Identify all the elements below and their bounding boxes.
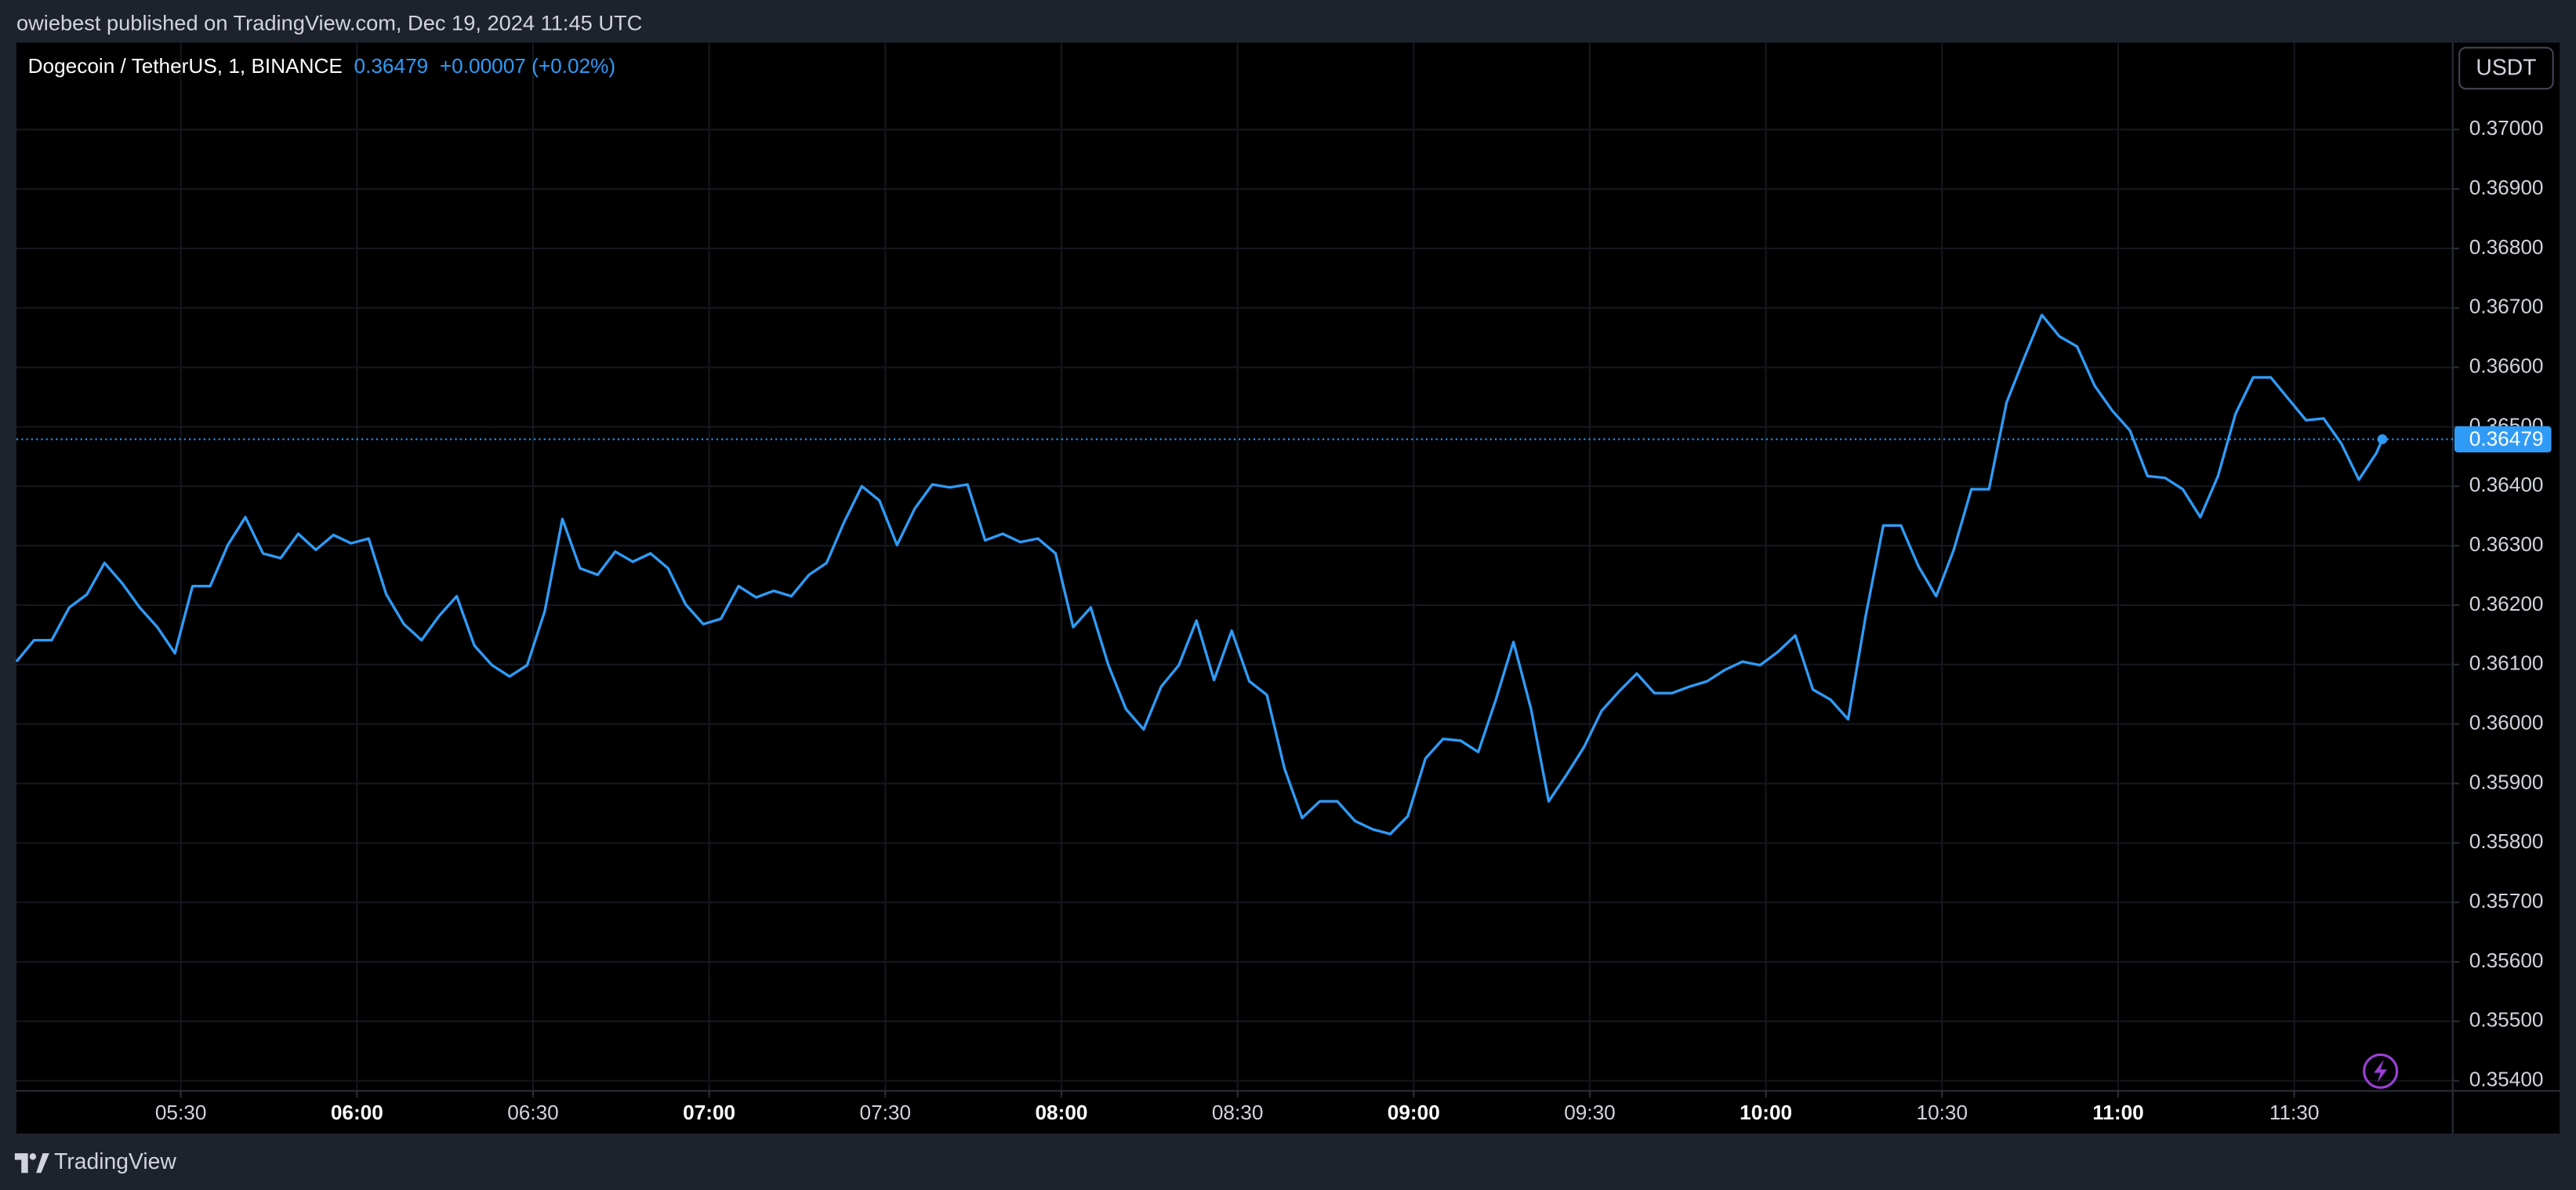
price-change: +0.00007 (+0.02%) [440, 54, 615, 78]
y-tick-label: 0.36900 [2469, 176, 2544, 199]
grid [16, 42, 2453, 1091]
y-tick-label: 0.37000 [2469, 116, 2544, 140]
y-tick-label: 0.35500 [2469, 1008, 2544, 1032]
currency-button[interactable] [2458, 46, 2554, 90]
x-tick-label: 10:30 [1917, 1101, 1968, 1124]
x-tick-label: 11:00 [2092, 1101, 2144, 1124]
x-tick-label: 06:30 [507, 1101, 559, 1124]
legend: Dogecoin / TetherUS, 1, BINANCE 0.36479 +0… [28, 54, 615, 78]
y-tick-label: 0.36600 [2469, 354, 2544, 377]
x-tick-label: 08:00 [1035, 1101, 1087, 1124]
y-tick-label: 0.36100 [2469, 651, 2544, 675]
lightning-button[interactable] [2363, 1053, 2399, 1089]
x-tick-label: 07:00 [683, 1101, 735, 1124]
symbol-title: Dogecoin / TetherUS, 1, BINANCE [28, 54, 343, 78]
lightning-ring[interactable] [2363, 1053, 2399, 1089]
brand-logo [14, 1153, 49, 1174]
brand: TradingView [54, 1148, 176, 1174]
last-point [2377, 434, 2388, 444]
x-tick-label: 09:00 [1388, 1101, 1440, 1124]
y-tick-label: 0.36200 [2469, 592, 2544, 615]
x-tick-label: 05:30 [155, 1101, 207, 1124]
attribution: owiebest published on TradingView.com, D… [16, 11, 642, 35]
y-tick-label: 0.36300 [2469, 532, 2544, 556]
lightning-icon[interactable] [2374, 1059, 2387, 1083]
x-tick-label: 11:30 [2269, 1101, 2320, 1124]
last-price-tag-label: 0.36479 [2469, 426, 2544, 450]
y-tick-label: 0.36000 [2469, 711, 2544, 735]
price-line [15, 314, 2384, 836]
y-tick-label: 0.35800 [2469, 829, 2544, 853]
x-tick-label: 09:30 [1564, 1101, 1616, 1124]
x-tick-label: 10:00 [1740, 1101, 1792, 1124]
last-price-tag [2454, 426, 2552, 453]
y-tick-label: 0.36400 [2469, 473, 2544, 496]
last-price: 0.36479 [354, 54, 429, 78]
x-tick-label: 06:00 [331, 1101, 383, 1124]
chart-panel [16, 42, 2560, 1134]
x-tick-label: 07:30 [860, 1101, 912, 1124]
y-tick-label: 0.35900 [2469, 770, 2544, 793]
currency-label[interactable]: USDT [2476, 54, 2536, 79]
x-tick-label: 08:30 [1212, 1101, 1264, 1124]
y-tick-label: 0.35400 [2469, 1068, 2544, 1091]
y-tick-label: 0.36800 [2469, 235, 2544, 259]
y-tick-label: 0.35600 [2469, 949, 2544, 972]
logo-dot [29, 1153, 37, 1160]
logo-mark [14, 1153, 28, 1174]
y-tick-label: 0.36700 [2469, 295, 2544, 318]
y-tick-label: 0.35700 [2469, 889, 2544, 912]
logo-mark [36, 1153, 49, 1174]
